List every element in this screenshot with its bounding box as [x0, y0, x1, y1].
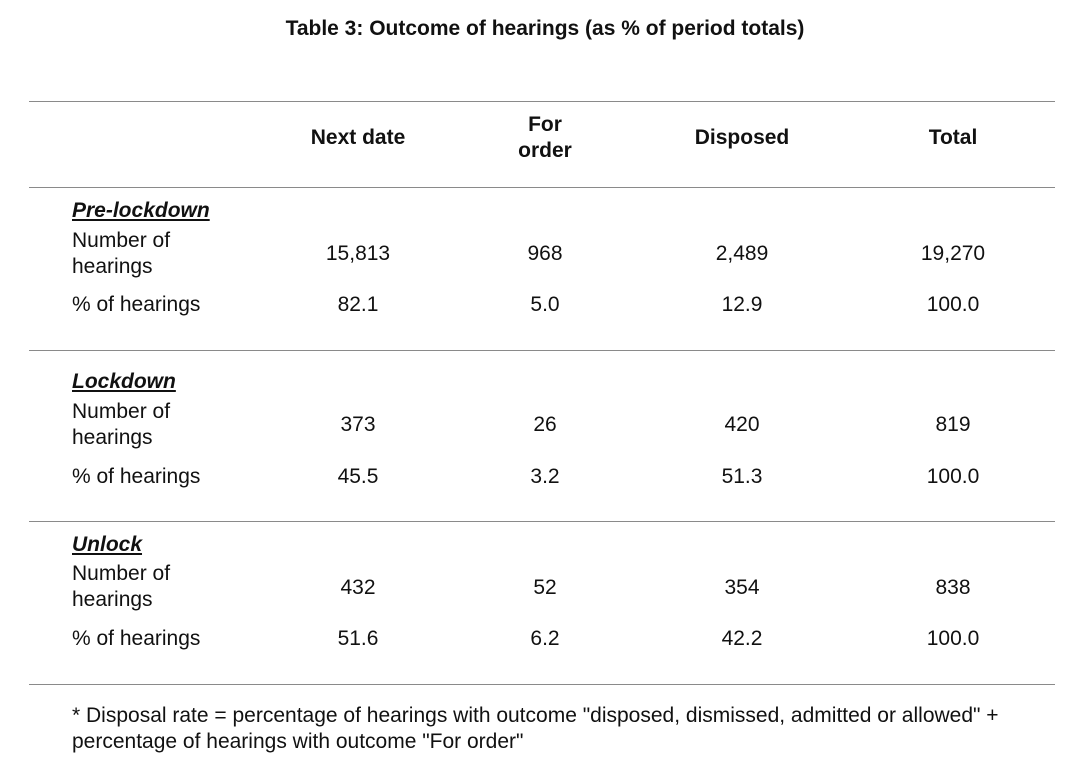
row-label-percent-of-hearings: % of hearings [72, 627, 201, 650]
cell-value: 15,813 [325, 242, 391, 265]
cell-value: 26 [533, 413, 557, 436]
section-title-lockdown: Lockdown [72, 370, 176, 393]
cell-value: 51.3 [721, 465, 763, 488]
row-label-percent-of-hearings: % of hearings [72, 293, 201, 316]
cell-value: 5.0 [530, 293, 560, 316]
cell-value: 838 [935, 576, 971, 599]
cell-value: 3.2 [530, 465, 560, 488]
table-bottom-rule [29, 684, 1055, 685]
row-label-percent-of-hearings: % of hearings [72, 465, 201, 488]
section-divider-rule [29, 521, 1055, 522]
cell-value: 19,270 [920, 242, 986, 265]
cell-value: 51.6 [337, 627, 379, 650]
cell-value: 52 [533, 576, 557, 599]
cell-value: 6.2 [530, 627, 560, 650]
cell-value: 45.5 [337, 465, 379, 488]
row-label-number-of-hearings: Number of hearings [72, 400, 171, 449]
table-top-rule [29, 101, 1055, 102]
section-title-unlock: Unlock [72, 533, 143, 556]
column-header-for-order: For order [518, 113, 572, 162]
row-label-number-of-hearings: Number of hearings [72, 562, 171, 611]
footnote: * Disposal rate = percentage of hearings… [72, 704, 999, 753]
row-label-number-of-hearings: Number of hearings [72, 229, 171, 278]
section-title-pre-lockdown: Pre-lockdown [72, 199, 210, 222]
cell-value: 100.0 [926, 465, 980, 488]
cell-value: 432 [340, 576, 376, 599]
cell-value: 819 [935, 413, 971, 436]
column-header-total: Total [928, 126, 978, 149]
cell-value: 373 [340, 413, 376, 436]
table-title: Table 3: Outcome of hearings (as % of pe… [285, 17, 805, 40]
cell-value: 968 [527, 242, 563, 265]
cell-value: 420 [724, 413, 760, 436]
cell-value: 12.9 [721, 293, 763, 316]
cell-value: 42.2 [721, 627, 763, 650]
cell-value: 100.0 [926, 627, 980, 650]
cell-value: 2,489 [715, 242, 769, 265]
header-bottom-rule [29, 187, 1055, 188]
cell-value: 100.0 [926, 293, 980, 316]
column-header-next-date: Next date [310, 126, 406, 149]
cell-value: 354 [724, 576, 760, 599]
cell-value: 82.1 [337, 293, 379, 316]
column-header-disposed: Disposed [694, 126, 790, 149]
section-divider-rule [29, 350, 1055, 351]
